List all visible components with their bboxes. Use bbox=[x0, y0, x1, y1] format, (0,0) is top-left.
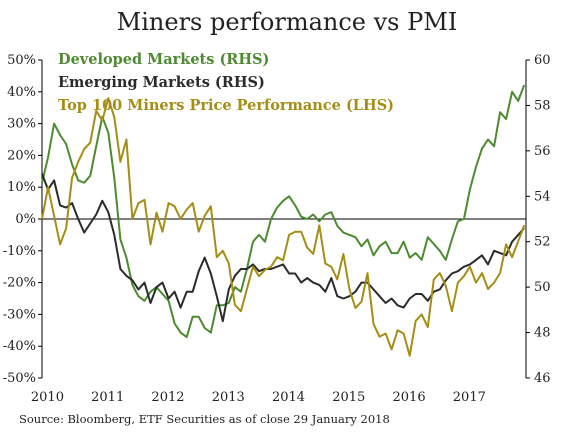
left-tick-label: 0% bbox=[15, 212, 36, 227]
left-tick-label: 50% bbox=[7, 53, 36, 68]
x-tick-label: 2016 bbox=[393, 390, 426, 405]
left-tick-label: -50% bbox=[3, 371, 36, 386]
right-tick-label: 58 bbox=[534, 98, 551, 113]
x-tick-label: 2017 bbox=[453, 390, 486, 405]
x-tick-label: 2012 bbox=[151, 390, 184, 405]
left-tick-label: -30% bbox=[3, 307, 36, 322]
right-tick-label: 60 bbox=[534, 53, 551, 68]
series-layer bbox=[41, 84, 526, 357]
chart-title: Miners performance vs PMI bbox=[117, 8, 458, 36]
left-tick-label: 10% bbox=[7, 180, 36, 195]
legend-emerging: Emerging Markets (RHS) bbox=[58, 74, 265, 91]
right-tick-label: 50 bbox=[534, 280, 551, 295]
legend-developed: Developed Markets (RHS) bbox=[58, 51, 269, 68]
x-tick-label: 2013 bbox=[212, 390, 245, 405]
right-tick-label: 52 bbox=[534, 235, 551, 250]
left-tick-label: 20% bbox=[7, 148, 36, 163]
right-tick-label: 54 bbox=[534, 189, 551, 204]
x-tick-label: 2011 bbox=[91, 390, 124, 405]
series-line-1 bbox=[41, 173, 525, 323]
left-tick-label: 30% bbox=[7, 117, 36, 132]
legend: Developed Markets (RHS) Emerging Markets… bbox=[58, 51, 394, 114]
right-tick-label: 46 bbox=[534, 371, 551, 386]
series-line-0 bbox=[41, 84, 526, 339]
x-tick-label: 2014 bbox=[272, 390, 305, 405]
right-tick-label: 56 bbox=[534, 144, 551, 159]
source-note: Source: Bloomberg, ETF Securities as of … bbox=[19, 412, 390, 426]
right-axis-ticks: 60 58 56 54 52 50 48 46 bbox=[526, 53, 551, 386]
left-tick-label: 40% bbox=[7, 85, 36, 100]
left-tick-label: -10% bbox=[3, 244, 36, 259]
left-tick-label: -40% bbox=[3, 339, 36, 354]
x-axis-ticks: 2010 2011 2012 2013 2014 2015 2016 2017 bbox=[31, 390, 486, 405]
left-tick-label: -20% bbox=[3, 276, 36, 291]
x-tick-label: 2010 bbox=[31, 390, 64, 405]
x-tick-label: 2015 bbox=[332, 390, 365, 405]
right-tick-label: 48 bbox=[534, 326, 551, 341]
legend-miners: Top 100 Miners Price Performance (LHS) bbox=[58, 97, 394, 114]
series-line-2 bbox=[41, 97, 526, 357]
left-axis-ticks: 50% 40% 30% 20% 10% 0% -10% -20% -30% -40% -50% bbox=[3, 53, 42, 386]
